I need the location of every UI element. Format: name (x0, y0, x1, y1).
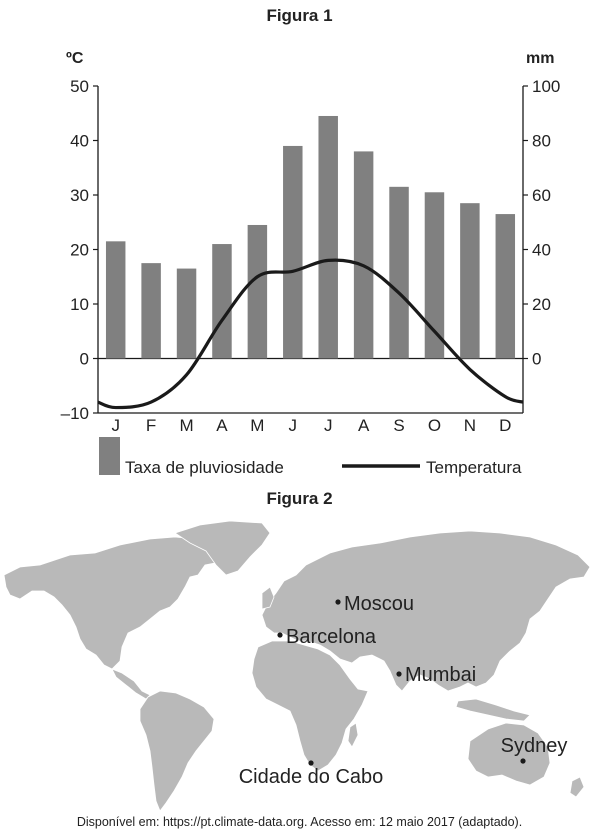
left-tick-label: 40 (70, 132, 89, 151)
right-tick-label: 0 (532, 350, 541, 369)
city-label: Barcelona (286, 626, 377, 648)
chart-legend: Taxa de pluviosidade Temperatura (99, 437, 522, 477)
continent-eurasia (261, 530, 591, 692)
indonesia (455, 698, 531, 722)
right-tick-label: 80 (532, 132, 551, 151)
month-label: O (428, 416, 441, 435)
right-tick-label: 100 (532, 77, 560, 96)
right-tick-label: 20 (532, 295, 551, 314)
city-marker (396, 671, 402, 677)
city-label: Moscou (344, 593, 414, 615)
source-caption: Disponível em: https://pt.climate-data.o… (76, 815, 523, 829)
greenland (174, 520, 271, 576)
continent-africa (251, 640, 369, 772)
left-tick-label: 10 (70, 295, 89, 314)
left-tick-label: 30 (70, 186, 89, 205)
month-label: M (250, 416, 264, 435)
month-label: N (464, 416, 476, 435)
left-tick-label: 50 (70, 77, 89, 96)
city-marker (277, 632, 283, 638)
city-label: Cidade do Cabo (239, 766, 384, 788)
right-tick-label: 60 (532, 186, 551, 205)
precipitation-bar (105, 241, 126, 359)
precipitation-bar (212, 244, 232, 359)
figure-1-title: Figura 1 (266, 6, 333, 25)
precipitation-bar (353, 151, 374, 359)
legend-bar-swatch (99, 437, 120, 475)
left-tick-label: 0 (80, 350, 89, 369)
left-tick-label: 20 (70, 241, 89, 260)
right-axis-unit: mm (526, 50, 554, 67)
precipitation-bar (283, 145, 303, 359)
month-label: J (324, 416, 333, 435)
precipitation-bar (176, 268, 197, 359)
figure-2-title: Figura 2 (266, 489, 333, 508)
continent-south-america (139, 690, 215, 812)
precipitation-bar (460, 203, 480, 359)
temperature-curve (97, 258, 524, 410)
left-tick-label: –10 (61, 404, 89, 423)
month-label: A (358, 416, 370, 435)
city-marker (308, 760, 314, 766)
month-label: S (393, 416, 404, 435)
month-label: F (146, 416, 156, 435)
chart-axes (93, 85, 528, 414)
precipitation-bar (141, 263, 161, 359)
precipitation-bar (247, 224, 268, 359)
precipitation-bar (424, 192, 445, 359)
month-label: A (216, 416, 228, 435)
temperature-line (97, 258, 524, 410)
world-map: Moscou Barcelona Mumbai Sydney Cidade do Cab… (3, 520, 591, 812)
month-label: D (499, 416, 511, 435)
city-label: Mumbai (405, 664, 476, 686)
precipitation-bars (105, 115, 516, 359)
continents (3, 520, 591, 812)
month-label: J (111, 416, 120, 435)
new-zealand (569, 776, 585, 798)
legend-bar-label: Taxa de pluviosidade (125, 458, 284, 477)
left-axis-unit: ºC (66, 50, 84, 67)
british-isles (261, 586, 275, 610)
precipitation-bar (389, 186, 409, 359)
precipitation-bar (318, 115, 338, 359)
precipitation-bar (495, 214, 516, 359)
city-label: Sydney (501, 735, 568, 757)
madagascar (347, 722, 359, 748)
australia (467, 722, 551, 786)
month-label: M (179, 416, 193, 435)
month-label: J (289, 416, 298, 435)
right-tick-label: 40 (532, 241, 551, 260)
city-labels: Moscou Barcelona Mumbai Sydney Cidade do Cab… (239, 593, 568, 788)
continent-central-america (111, 668, 151, 700)
legend-line-label: Temperatura (426, 458, 522, 477)
city-marker (335, 599, 341, 605)
city-marker (520, 758, 526, 764)
continent-north-america (3, 536, 221, 670)
